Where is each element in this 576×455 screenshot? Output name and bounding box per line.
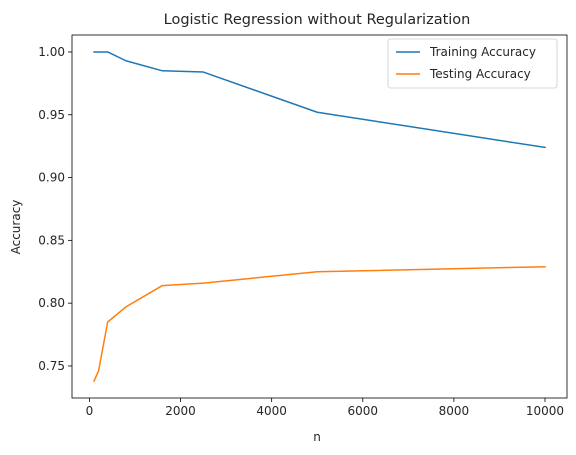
series-line-testing-accuracy bbox=[93, 265, 546, 383]
plot-area bbox=[71, 34, 568, 399]
legend-box bbox=[387, 38, 558, 89]
y-tick-label: 0.90 bbox=[38, 171, 65, 185]
legend-label: Testing Accuracy bbox=[429, 67, 531, 81]
x-tick-label: 4000 bbox=[256, 404, 287, 418]
y-tick-label: 1.00 bbox=[38, 45, 65, 59]
y-tick-label: 0.85 bbox=[38, 233, 65, 247]
y-tick-label: 0.80 bbox=[38, 296, 65, 310]
series-layer bbox=[93, 51, 546, 383]
x-axis-label: n bbox=[313, 430, 321, 444]
chart-title: Logistic Regression without Regularizati… bbox=[164, 12, 471, 28]
x-axis: 0 2000 4000 6000 8000 10000 bbox=[86, 398, 564, 418]
x-tick-label: 0 bbox=[86, 404, 94, 418]
legend: Training Accuracy Testing Accuracy bbox=[387, 38, 558, 89]
x-tick-label: 6000 bbox=[348, 404, 379, 418]
plot-frame bbox=[71, 34, 568, 399]
y-axis: 0.75 0.80 0.85 0.90 0.95 1.00 bbox=[38, 45, 72, 373]
legend-label: Training Accuracy bbox=[429, 45, 536, 59]
series-line-training-accuracy bbox=[93, 51, 546, 149]
x-tick-label: 8000 bbox=[439, 404, 470, 418]
x-tick-label: 2000 bbox=[165, 404, 196, 418]
x-tick-label: 10000 bbox=[526, 404, 564, 418]
y-axis-label: Accuracy bbox=[9, 200, 23, 255]
y-tick-label: 0.95 bbox=[38, 108, 65, 122]
y-tick-label: 0.75 bbox=[38, 359, 65, 373]
